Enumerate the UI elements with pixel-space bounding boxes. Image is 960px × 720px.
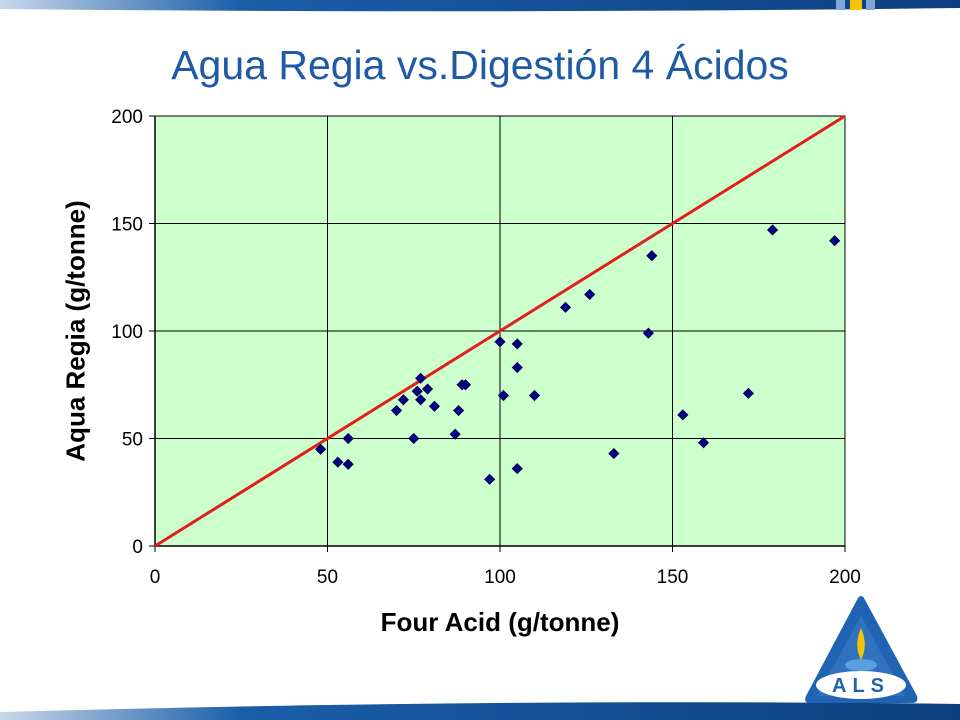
data-point [584,288,596,301]
data-point [646,250,658,262]
top-band [0,0,960,12]
als-logo: ALS [805,596,918,703]
logo-flame-icon [857,628,865,660]
x-axis-title: Four Acid (g/tonne) [380,607,620,637]
y-axis-title: Aqua Regia (g/tonne) [60,200,91,462]
data-point [449,428,461,440]
x-tick-label: 50 [317,567,338,588]
data-point [766,224,779,236]
data-point [453,404,465,417]
data-point [742,387,754,399]
bottom-band-shape [0,702,960,720]
data-point [390,404,403,417]
y-tick-label: 0 [132,537,143,558]
top-band-accent-blue-2 [866,0,875,10]
top-band-shape [0,0,960,12]
data-points [315,224,841,485]
top-band-accent-blue [836,0,845,10]
data-point [829,235,841,247]
slide-title: Agua Regia vs.Digestión 4 Ácidos [171,42,789,88]
x-tick-label: 0 [150,567,161,588]
data-point [484,473,496,485]
identity-line [154,114,846,548]
y-tick-label: 200 [111,107,143,128]
data-point [459,379,472,391]
data-point [677,409,689,421]
data-point [415,372,427,384]
data-point [342,432,354,445]
data-point [415,394,427,406]
data-point [332,456,344,468]
logo-base [845,659,877,671]
data-point [528,389,541,402]
logo-text: ALS [832,675,890,697]
tick-labels: 0 50 100 150 200 0 50 100 150 200 [111,107,861,588]
data-point [315,443,327,455]
y-tick-label: 50 [122,430,143,451]
data-point [342,458,354,470]
data-point [397,394,409,406]
data-point [511,463,523,475]
data-point [511,338,523,350]
data-point [697,437,710,449]
data-point [408,432,420,445]
data-point [428,400,441,412]
data-point [642,327,654,339]
top-band-accent-yellow [850,0,862,10]
scatter-chart: 0 50 100 150 200 0 50 100 150 200 [111,107,861,588]
data-point [494,336,506,348]
bottom-band [0,702,960,720]
data-point [559,301,572,313]
x-tick-label: 100 [484,567,516,588]
x-tick-label: 150 [657,567,689,588]
x-tick-label: 200 [829,567,861,588]
data-point [411,385,423,397]
y-tick-label: 100 [111,322,143,343]
y-tick-label: 150 [111,215,143,236]
data-point [497,389,510,402]
data-point [421,383,434,395]
data-point [608,447,620,460]
data-point [511,361,523,374]
logo-ring [816,671,906,699]
